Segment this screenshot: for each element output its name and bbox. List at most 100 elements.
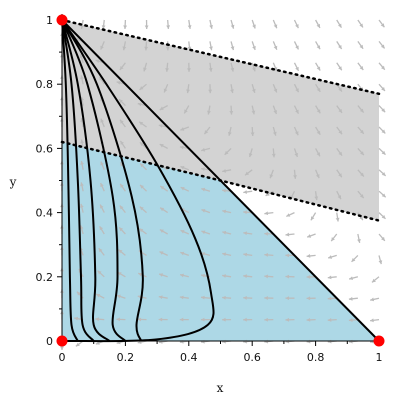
field-arrow [348,318,358,322]
field-arrow [122,41,127,51]
boundary-trajectory [61,19,380,342]
field-arrow [138,121,147,128]
field-arrow [222,317,232,322]
field-arrow [138,228,147,235]
field-arrow [222,252,232,257]
field-arrow [306,254,316,258]
field-arrow [159,105,168,111]
field-arrow [183,105,190,114]
field-arrow [315,105,321,114]
field-arrow [179,273,189,278]
field-arrow [265,190,274,197]
field-arrow [272,41,278,50]
field-arrow [310,212,317,221]
field-arrow [80,19,85,29]
field-arrow [244,169,253,176]
field-arrow [315,62,321,71]
field-arrow [248,148,253,158]
field-arrow [335,212,340,222]
axes-layer: 0 0.2 0.4 0.6 0.8 1 0 0.2 0.4 0.6 0.8 1 [36,14,383,364]
field-arrow [99,204,105,213]
field-arrow [293,83,300,93]
field-arrow [159,143,168,149]
field-arrow [272,83,278,93]
field-arrow [336,148,343,157]
field-arrow [315,83,321,93]
field-arrow [378,105,386,113]
field-arrow [119,140,126,149]
field-arrow [159,251,168,256]
field-arrow [80,139,85,149]
field-arrow [306,296,316,301]
field-arrow [357,233,361,243]
field-arrow [201,230,211,235]
field-arrow [327,318,337,322]
y-tick-label: 0.4 [36,207,54,220]
field-arrow [269,169,274,179]
field-arrow [378,255,383,265]
field-arrow [243,295,253,300]
field-arrow [243,190,253,194]
field-arrow [165,62,170,72]
field-arrow [378,62,386,71]
field-arrow [314,191,319,201]
x-tick-label: 0.8 [307,351,325,364]
y-tick-label: 0.6 [36,142,54,155]
field-arrow [230,19,235,29]
field-arrow [371,276,380,283]
field-arrow [370,297,380,302]
field-arrow [378,126,386,134]
equilibria-layer [56,14,385,347]
x-axis-label: x [217,381,224,395]
field-arrow [100,118,105,128]
field-arrow [243,252,253,257]
field-arrow [251,84,256,94]
field-arrow [336,41,343,50]
field-arrow [357,126,365,135]
field-arrow [180,126,190,131]
field-arrow [100,161,105,171]
field-arrow [143,62,148,72]
field-arrow [187,19,192,29]
field-arrow [99,225,105,235]
field-arrow [230,41,235,51]
field-arrow [264,211,274,216]
field-arrow [144,19,149,30]
field-arrow [222,168,232,173]
field-arrow [139,141,147,149]
field-arrow [285,253,295,258]
x-tick-label: 1 [376,351,383,364]
field-arrow [330,233,338,242]
field-arrow [251,41,256,51]
field-arrow [79,54,84,63]
field-arrow [158,273,168,278]
field-arrow [201,147,211,152]
field-arrow [229,105,234,115]
field-arrow [166,19,171,30]
field-arrow [293,148,299,158]
field-arrow [180,229,190,235]
field-arrow [118,249,126,256]
field-arrow [208,84,213,94]
field-arrow [201,187,211,192]
field-arrow [336,19,343,29]
field-arrow [179,295,189,300]
field-arrow [357,19,364,28]
field-arrow [378,40,386,49]
field-arrow [187,41,192,51]
field-arrow [243,231,253,236]
field-arrow [357,41,364,50]
field-arrow [272,62,278,72]
field-arrow [272,105,278,115]
field-arrow [224,147,232,156]
field-arrow [378,169,387,177]
field-arrow [80,160,84,170]
field-arrow [251,105,256,115]
field-arrow [285,296,295,301]
field-arrow [336,126,343,135]
field-arrow [230,84,234,94]
field-arrow [227,126,232,136]
field-arrow [315,19,321,29]
field-arrow [251,19,256,29]
field-arrow [119,119,126,128]
